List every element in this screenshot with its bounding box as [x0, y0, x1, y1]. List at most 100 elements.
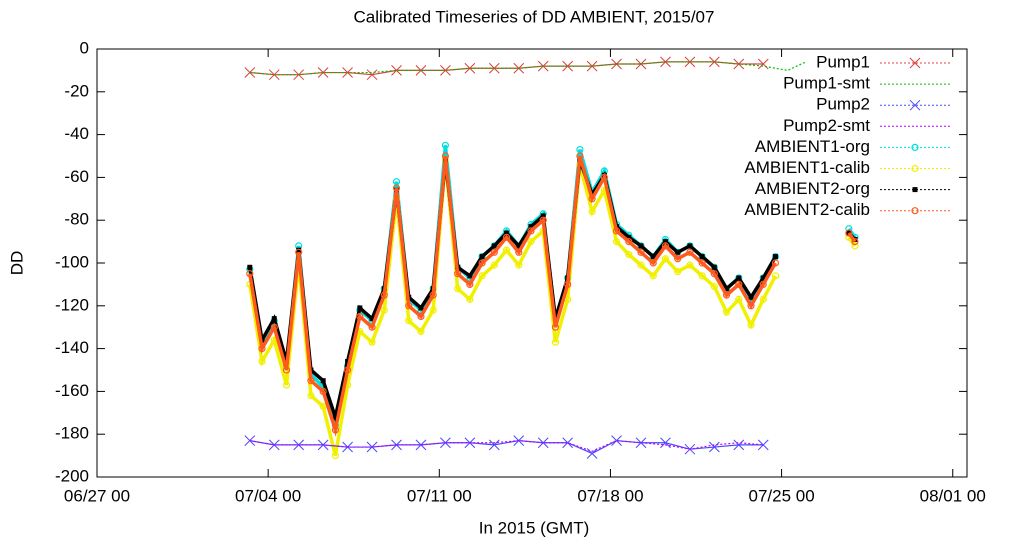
x-tick-label: 08/01 00 — [920, 486, 986, 505]
y-tick-label: -180 — [55, 424, 89, 443]
data-point — [736, 275, 742, 281]
data-point — [441, 152, 450, 160]
data-point — [650, 254, 656, 260]
series-line — [249, 440, 764, 455]
data-point — [747, 321, 755, 329]
data-point — [759, 280, 767, 288]
data-point — [757, 58, 769, 70]
data-point — [380, 291, 388, 299]
data-point — [369, 316, 375, 322]
data-point — [626, 234, 632, 240]
data-point — [515, 261, 523, 269]
data-point — [271, 316, 277, 322]
series — [249, 61, 807, 76]
data-point — [515, 248, 523, 256]
data-point — [710, 282, 718, 291]
series-line — [249, 61, 807, 76]
series-line — [248, 145, 777, 433]
legend-marker — [909, 57, 921, 69]
data-point — [345, 358, 351, 364]
data-point — [661, 255, 670, 263]
legend-marker — [912, 187, 918, 193]
data-point — [709, 441, 720, 453]
data-point — [722, 291, 731, 299]
series — [244, 435, 769, 459]
x-tick-label: 07/11 00 — [407, 486, 472, 505]
data-point — [429, 291, 437, 299]
data-point — [757, 439, 769, 451]
legend-marker — [911, 143, 919, 151]
data-point — [331, 452, 339, 460]
data-point — [319, 387, 327, 395]
y-tick-label: -40 — [64, 124, 89, 143]
data-point — [564, 280, 572, 288]
data-point — [368, 338, 376, 346]
data-point — [282, 366, 291, 374]
chart-title: Calibrated Timeseries of DD AMBIENT, 201… — [354, 7, 715, 26]
data-point — [246, 270, 254, 278]
data-point — [600, 173, 608, 181]
data-point — [588, 208, 596, 216]
data-point — [635, 58, 647, 70]
data-point — [747, 302, 755, 310]
data-point — [539, 216, 547, 224]
data-point — [551, 338, 560, 346]
x-tick-label: 07/04 00 — [235, 486, 301, 505]
data-point — [772, 254, 778, 260]
data-point — [576, 152, 584, 160]
series-line — [249, 440, 764, 452]
data-point — [247, 264, 253, 270]
data-point — [356, 312, 364, 321]
data-point — [307, 392, 315, 400]
data-point — [540, 213, 546, 219]
data-point — [331, 426, 339, 434]
y-tick-label: -20 — [64, 81, 89, 100]
data-point — [661, 242, 670, 250]
data-point — [687, 243, 693, 249]
data-point — [611, 435, 622, 446]
data-point — [320, 378, 326, 384]
data-point — [625, 238, 633, 246]
data-point — [845, 229, 853, 237]
data-point — [759, 295, 767, 303]
legend-marker — [909, 99, 921, 111]
data-point — [344, 366, 352, 374]
data-point — [490, 248, 498, 256]
data-point — [342, 441, 353, 453]
data-point — [562, 437, 574, 449]
y-tick-label: 0 — [80, 38, 89, 57]
y-tick-label: -60 — [64, 167, 89, 186]
y-tick-label: -200 — [55, 466, 89, 485]
data-point — [611, 58, 622, 70]
data-point — [528, 224, 534, 230]
data-point — [771, 272, 780, 280]
data-point — [467, 273, 473, 279]
data-point — [710, 270, 718, 278]
x-axis-label: In 2015 (GMT) — [479, 518, 590, 537]
legend-label: Pump2 — [816, 95, 870, 114]
data-point — [760, 275, 766, 281]
data-point — [612, 238, 621, 246]
data-point — [307, 377, 315, 385]
data-point — [366, 69, 378, 81]
data-point — [686, 261, 694, 269]
data-point — [686, 248, 694, 256]
data-point — [851, 242, 859, 250]
data-point — [415, 65, 427, 76]
data-point — [466, 280, 474, 288]
data-point — [391, 65, 402, 76]
y-tick-label: -160 — [55, 381, 89, 400]
data-point — [502, 233, 511, 241]
data-point — [405, 317, 413, 325]
data-point — [748, 294, 754, 300]
data-point — [391, 439, 402, 451]
data-point — [612, 227, 621, 235]
x-tick-label: 07/18 00 — [577, 486, 643, 505]
data-point — [698, 259, 706, 267]
y-tick-label: -100 — [55, 252, 89, 271]
data-point — [454, 270, 462, 278]
data-point — [527, 227, 535, 235]
data-point — [282, 381, 291, 389]
data-point — [638, 243, 644, 249]
data-point — [295, 248, 303, 256]
